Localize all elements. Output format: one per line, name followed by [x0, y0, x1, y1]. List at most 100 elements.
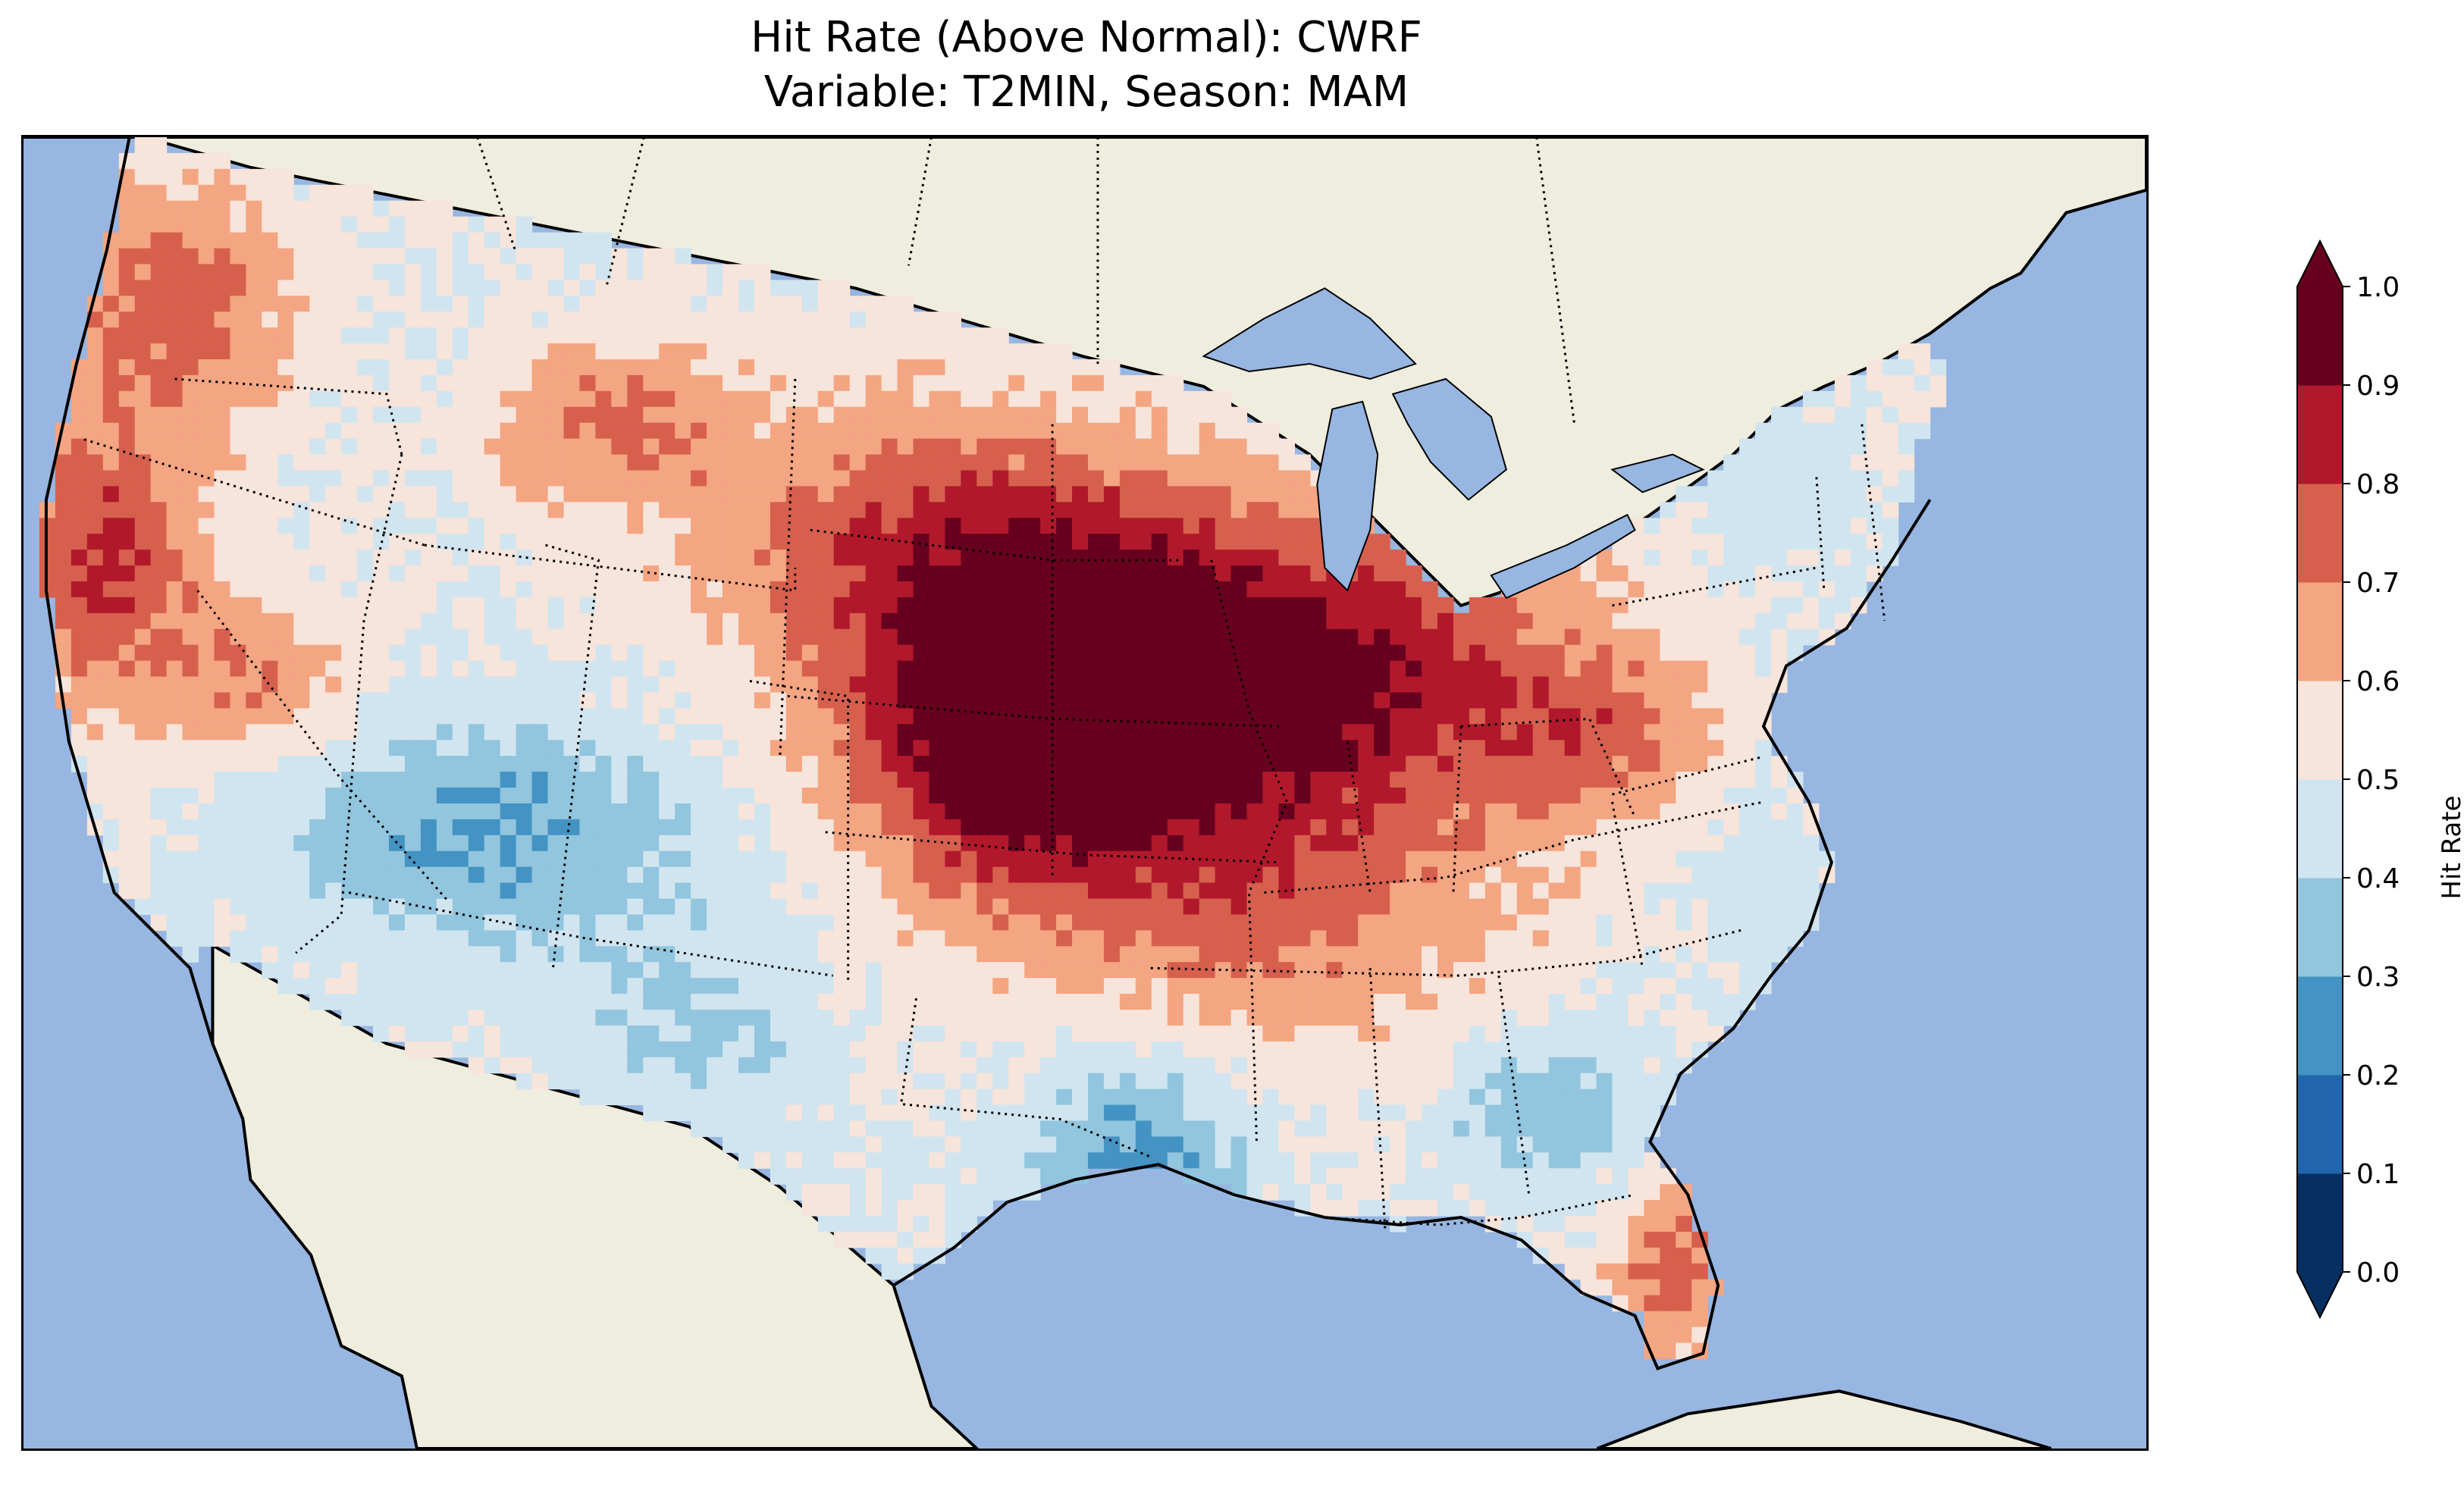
heatmap-cell: [1262, 772, 1280, 788]
heatmap-cell: [531, 565, 549, 582]
heatmap-cell: [1119, 898, 1136, 916]
heatmap-cell: [547, 296, 565, 312]
heatmap-cell: [1215, 644, 1232, 662]
heatmap-cell: [754, 1073, 771, 1090]
heatmap-cell: [1484, 597, 1502, 614]
heatmap-cell: [1215, 866, 1232, 884]
heatmap-cell: [1246, 454, 1264, 471]
heatmap-cell: [1087, 550, 1105, 566]
heatmap-cell: [1008, 946, 1025, 963]
heatmap-cell: [627, 550, 644, 566]
heatmap-cell: [468, 597, 485, 614]
heatmap-cell: [1374, 644, 1390, 662]
heatmap-cell: [1422, 772, 1438, 788]
heatmap-cell: [1644, 708, 1660, 725]
heatmap-cell: [849, 914, 867, 931]
heatmap-cell: [1628, 565, 1645, 582]
heatmap-cell: [817, 628, 835, 646]
heatmap-cell: [1422, 835, 1438, 852]
heatmap-cell: [1390, 756, 1406, 772]
heatmap-cell: [293, 628, 310, 646]
heatmap-cell: [500, 565, 517, 582]
heatmap-cell: [214, 184, 231, 202]
heatmap-cell: [1691, 565, 1708, 582]
heatmap-cell: [849, 882, 867, 900]
heatmap-cell: [1866, 550, 1883, 566]
heatmap-cell: [785, 676, 803, 694]
heatmap-cell: [785, 978, 803, 994]
heatmap-cell: [595, 644, 612, 662]
heatmap-cell: [1532, 898, 1550, 916]
heatmap-cell: [134, 724, 152, 741]
heatmap-cell: [1707, 597, 1724, 614]
heatmap-cell: [1500, 660, 1518, 678]
heatmap-cell: [1024, 518, 1041, 534]
heatmap-cell: [166, 628, 183, 646]
heatmap-cell: [1516, 612, 1534, 630]
heatmap-cell: [484, 644, 501, 662]
heatmap-cell: [1644, 756, 1660, 772]
heatmap-cell: [611, 454, 628, 471]
heatmap-cell: [388, 232, 406, 249]
heatmap-cell: [849, 486, 867, 503]
heatmap-cell: [1230, 1010, 1248, 1026]
heatmap-cell: [293, 454, 310, 471]
heatmap-cell: [118, 184, 136, 202]
heatmap-cell: [1278, 740, 1296, 756]
heatmap-cell: [166, 232, 183, 249]
heatmap-cell: [198, 597, 215, 614]
heatmap-cell: [659, 597, 676, 614]
heatmap-cell: [897, 756, 914, 772]
heatmap-cell: [691, 470, 707, 487]
heatmap-cell: [1246, 819, 1264, 836]
heatmap-cell: [1119, 882, 1136, 900]
heatmap-cell: [1660, 866, 1676, 884]
heatmap-cell: [293, 312, 310, 328]
heatmap-cell: [738, 550, 755, 566]
heatmap-cell: [388, 438, 406, 456]
heatmap-cell: [1628, 1057, 1645, 1074]
heatmap-cell: [961, 740, 977, 756]
heatmap-cell: [547, 248, 565, 265]
heatmap-cell: [1691, 676, 1708, 694]
heatmap-cell: [1739, 612, 1756, 630]
heatmap-cell: [1151, 978, 1168, 994]
heatmap-cell: [262, 581, 278, 598]
heatmap-cell: [627, 248, 644, 265]
heatmap-cell: [1612, 597, 1629, 614]
heatmap-cell: [468, 343, 485, 360]
heatmap-cell: [404, 850, 422, 868]
heatmap-cell: [1850, 422, 1867, 440]
title-line-1: Hit Rate (Above Normal): CWRF: [751, 13, 1422, 62]
heatmap-cell: [452, 644, 469, 662]
heatmap-cell: [293, 280, 310, 296]
heatmap-cell: [1390, 740, 1406, 756]
heatmap-cell: [1516, 724, 1534, 741]
heatmap-cell: [1342, 898, 1359, 916]
heatmap-cell: [1596, 756, 1613, 772]
heatmap-cell: [929, 962, 945, 979]
heatmap-cell: [1771, 597, 1788, 614]
heatmap-cell: [865, 644, 882, 662]
heatmap-cell: [1660, 898, 1676, 916]
heatmap-cell: [1532, 581, 1550, 598]
heatmap-cell: [1516, 1025, 1534, 1042]
heatmap-cell: [1691, 550, 1708, 566]
heatmap-cell: [102, 518, 120, 534]
heatmap-cell: [1484, 914, 1502, 931]
heatmap-cell: [436, 978, 453, 994]
heatmap-cell: [325, 374, 342, 392]
heatmap-cell: [659, 628, 676, 646]
heatmap-cell: [309, 692, 326, 709]
heatmap-cell: [293, 850, 310, 868]
heatmap-cell: [945, 1010, 961, 1026]
heatmap-cell: [325, 296, 342, 312]
heatmap-cell: [770, 343, 787, 360]
heatmap-cell: [516, 628, 533, 646]
heatmap-cell: [182, 248, 199, 265]
heatmap-cell: [611, 264, 628, 280]
heatmap-cell: [55, 454, 72, 471]
heatmap-cell: [1771, 946, 1788, 963]
heatmap-cell: [1771, 772, 1788, 788]
heatmap-cell: [770, 470, 787, 487]
